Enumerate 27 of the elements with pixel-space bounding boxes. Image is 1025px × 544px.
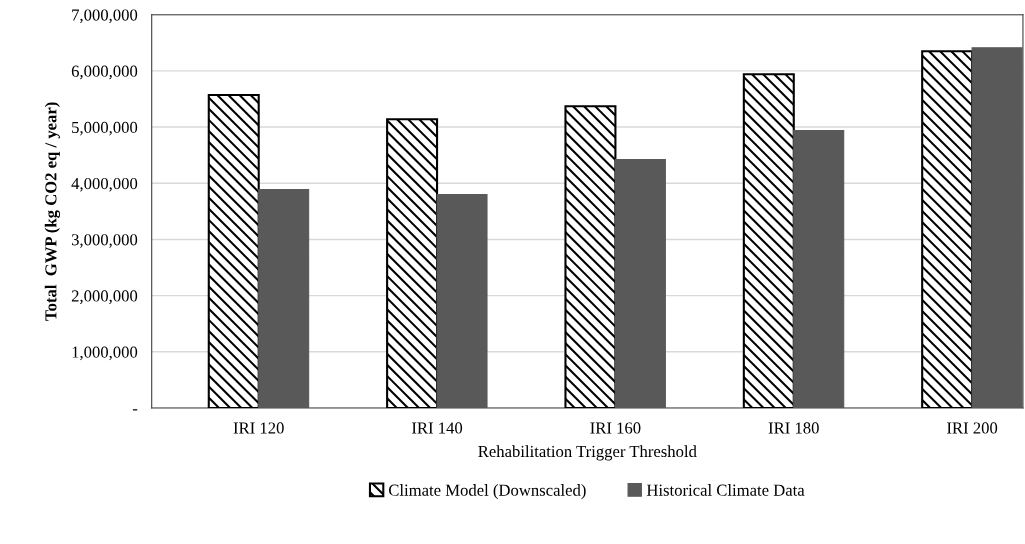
y-tick-label: 7,000,000 bbox=[72, 9, 138, 24]
bar bbox=[258, 188, 310, 408]
x-tick-label: IRI 200 bbox=[947, 422, 998, 434]
y-tick-label: - bbox=[132, 409, 138, 411]
bar bbox=[614, 159, 666, 408]
bar bbox=[921, 50, 974, 408]
x-tick-label: IRI 140 bbox=[411, 422, 463, 434]
x-tick-label: IRI 160 bbox=[590, 422, 641, 434]
legend-label: Climate Model (Downscaled) bbox=[388, 484, 586, 500]
bar bbox=[793, 129, 845, 408]
bar bbox=[436, 193, 488, 408]
bar bbox=[971, 47, 1023, 408]
y-tick-label: 1,000,000 bbox=[72, 346, 138, 361]
y-axis-title: Total GWP (kg CO2 eq / year) bbox=[44, 102, 61, 321]
legend-label: Historical Climate Data bbox=[646, 484, 805, 496]
y-tick-label: 6,000,000 bbox=[71, 65, 138, 80]
bar bbox=[742, 73, 795, 408]
y-tick-label: 2,000,000 bbox=[71, 290, 138, 304]
x-tick-label: IRI 120 bbox=[233, 422, 284, 434]
y-tick-label: 3,000,000 bbox=[71, 234, 138, 248]
bar bbox=[207, 94, 260, 408]
y-tick-label: 5,000,000 bbox=[72, 121, 138, 136]
bar bbox=[386, 118, 439, 408]
x-tick-label: IRI 180 bbox=[768, 422, 819, 434]
y-tick-label: 4,000,000 bbox=[71, 177, 138, 192]
bar bbox=[564, 105, 617, 408]
x-axis-title: Rehabilitation Trigger Threshold bbox=[478, 445, 697, 461]
